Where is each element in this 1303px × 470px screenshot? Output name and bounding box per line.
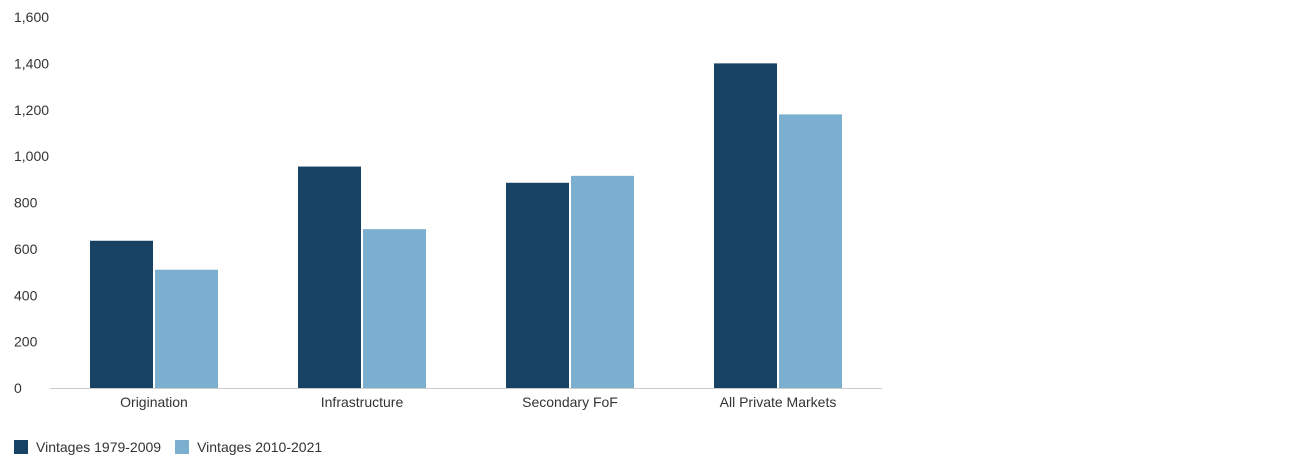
y-tick-label: 200 [14, 334, 38, 350]
y-tick-label: 1,200 [14, 102, 49, 118]
bars [90, 63, 842, 388]
y-tick-label: 0 [14, 380, 22, 396]
bar-chart: 0 200 400 600 800 1,000 1,200 1,400 1,600 Origin… [14, 9, 882, 410]
legend-swatch-series-1 [14, 440, 28, 454]
y-tick-label: 400 [14, 287, 38, 303]
legend-label-series-1: Vintages 1979-2009 [36, 439, 162, 455]
bar-series-2-infrastructure [363, 229, 426, 388]
legend: Vintages 1979-2009 Vintages 2010-2021 [14, 439, 336, 455]
legend-label-series-2: Vintages 2010-2021 [197, 439, 323, 455]
y-tick-label: 600 [14, 241, 38, 257]
bar-series-1-all-private-markets [714, 63, 777, 388]
y-tick-label: 1,400 [14, 55, 49, 71]
y-tick-label: 800 [14, 195, 38, 211]
legend-swatch-series-2 [175, 440, 190, 454]
x-category-label: Origination [120, 394, 188, 410]
y-axis-ticks: 0 200 400 600 800 1,000 1,200 1,400 1,600 [14, 9, 49, 396]
bar-series-2-all-private-markets [779, 114, 842, 388]
bar-series-1-origination [90, 240, 153, 388]
bar-series-2-secondary-fof [571, 175, 634, 388]
bar-series-2-origination [155, 269, 218, 388]
bar-series-1-infrastructure [298, 166, 361, 388]
y-tick-label: 1,600 [14, 9, 49, 25]
x-category-label: All Private Markets [720, 394, 837, 410]
x-category-label: Secondary FoF [522, 394, 618, 410]
y-tick-label: 1,000 [14, 148, 49, 164]
x-axis-categories: Origination Infrastructure Secondary FoF Al… [120, 394, 836, 410]
legend-item-series-1: Vintages 1979-2009 [14, 439, 161, 455]
legend-item-series-2: Vintages 2010-2021 [175, 439, 322, 455]
x-category-label: Infrastructure [321, 394, 404, 410]
bar-series-1-secondary-fof [506, 182, 569, 388]
